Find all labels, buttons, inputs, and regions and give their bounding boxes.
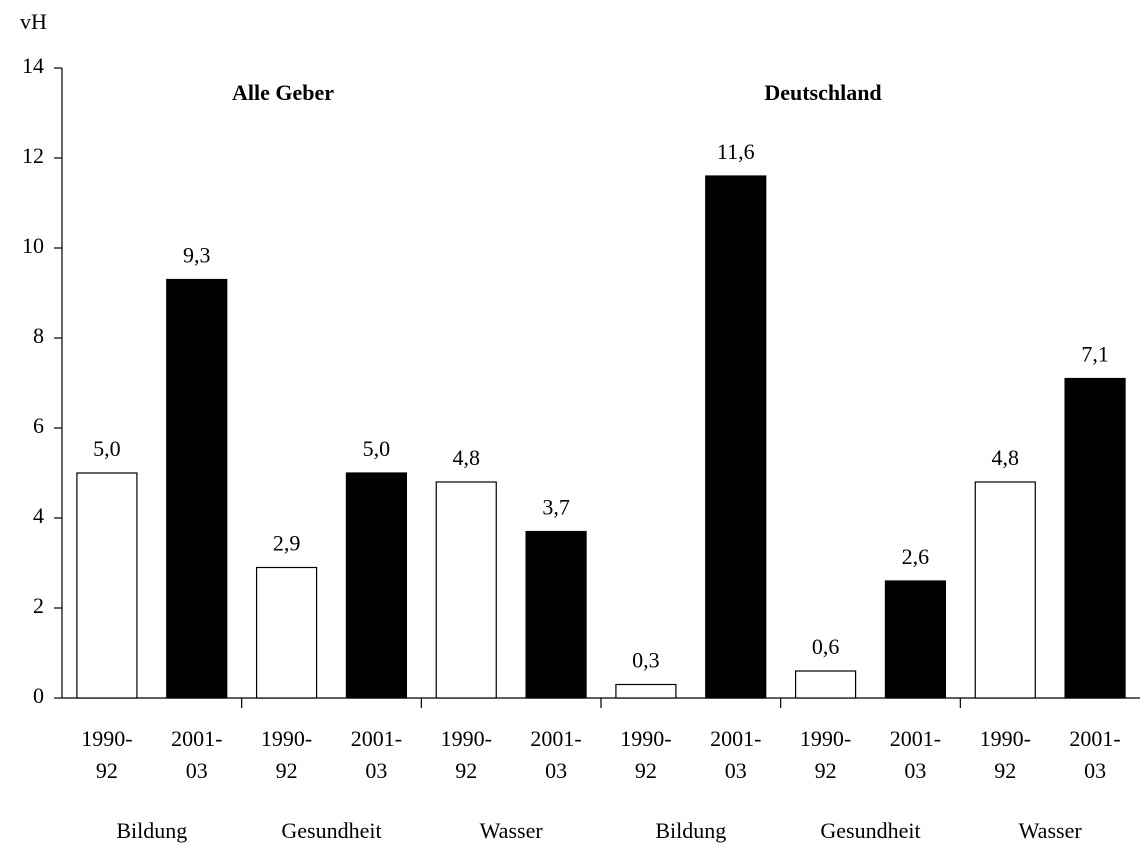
x-tick-label: 92 (994, 758, 1016, 783)
x-tick-label: 1990- (441, 726, 492, 751)
bar (1064, 377, 1126, 699)
x-tick-label: 2001- (171, 726, 222, 751)
y-tick-label: 8 (33, 323, 44, 348)
y-tick-label: 14 (22, 53, 44, 78)
value-label: 4,8 (453, 445, 481, 470)
y-tick-label: 0 (33, 683, 44, 708)
x-tick-label: 92 (276, 758, 298, 783)
value-label: 0,6 (812, 634, 840, 659)
bar (794, 670, 857, 699)
group-label: Gesundheit (281, 818, 381, 843)
value-label: 2,9 (273, 531, 301, 556)
x-tick-label: 03 (725, 758, 747, 783)
y-tick-label: 10 (22, 233, 44, 258)
x-tick-label: 03 (904, 758, 926, 783)
value-label: 5,0 (363, 436, 391, 461)
x-tick-label: 92 (635, 758, 657, 783)
value-label: 0,3 (632, 648, 660, 673)
y-tick-label: 6 (33, 413, 44, 438)
y-axis-label: vH (20, 9, 47, 34)
y-tick-label: 2 (33, 593, 44, 618)
y-tick-label: 4 (33, 503, 44, 528)
x-tick-label: 2001- (1069, 726, 1120, 751)
x-tick-label: 03 (365, 758, 387, 783)
x-tick-label: 1990- (980, 726, 1031, 751)
value-label: 9,3 (183, 243, 211, 268)
annotation: Deutschland (764, 80, 881, 105)
value-label: 2,6 (902, 544, 930, 569)
bar (166, 278, 228, 699)
value-label: 7,1 (1081, 342, 1109, 367)
value-label: 11,6 (717, 139, 755, 164)
x-tick-label: 2001- (530, 726, 581, 751)
x-tick-label: 2001- (890, 726, 941, 751)
x-tick-label: 1990- (261, 726, 312, 751)
bar (974, 481, 1036, 699)
group-label: Wasser (480, 818, 544, 843)
bar (525, 530, 587, 699)
x-tick-label: 03 (1084, 758, 1106, 783)
y-tick-label: 12 (22, 143, 44, 168)
bar (615, 683, 677, 699)
x-tick-label: 1990- (620, 726, 671, 751)
value-label: 3,7 (542, 495, 570, 520)
x-tick-label: 2001- (710, 726, 761, 751)
x-tick-label: 92 (815, 758, 837, 783)
x-tick-label: 1990- (81, 726, 132, 751)
x-tick-label: 1990- (800, 726, 851, 751)
bar (435, 481, 497, 699)
bar (884, 580, 947, 699)
group-label: Bildung (116, 818, 187, 843)
value-label: 4,8 (992, 445, 1020, 470)
x-tick-label: 03 (545, 758, 567, 783)
bar (255, 566, 318, 699)
bar (76, 472, 138, 699)
value-label: 5,0 (93, 436, 121, 461)
x-tick-label: 2001- (351, 726, 402, 751)
bar (345, 472, 408, 699)
group-label: Bildung (655, 818, 726, 843)
group-label: Wasser (1019, 818, 1083, 843)
annotation: Alle Geber (232, 80, 334, 105)
x-tick-label: 92 (455, 758, 477, 783)
group-label: Gesundheit (820, 818, 920, 843)
x-tick-label: 92 (96, 758, 118, 783)
x-tick-label: 03 (186, 758, 208, 783)
bar (705, 175, 767, 699)
